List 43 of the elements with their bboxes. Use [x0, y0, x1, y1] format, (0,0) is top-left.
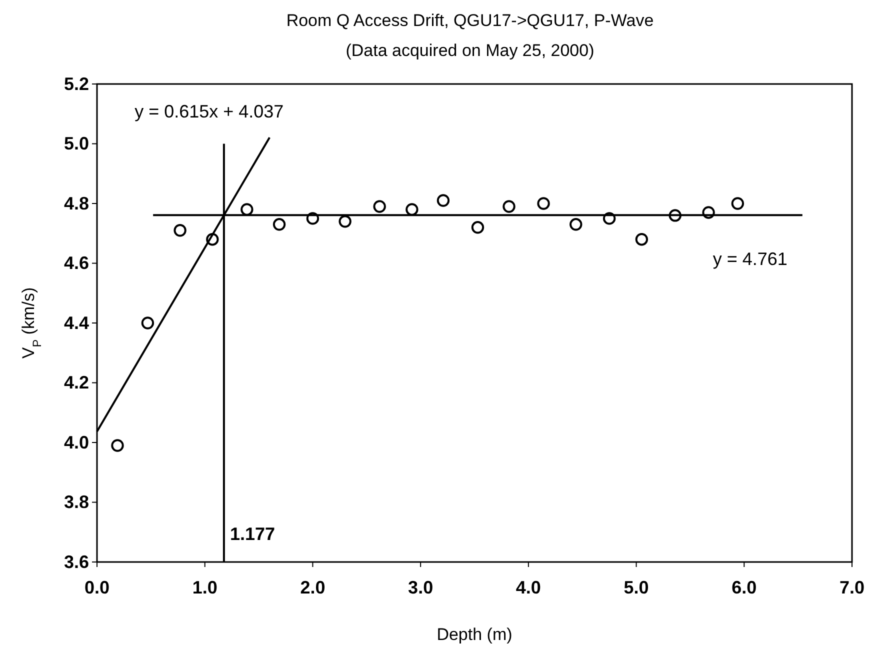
annotation: y = 4.761 — [712, 249, 788, 270]
x-tick-label: 4.0 — [516, 577, 541, 598]
point — [502, 200, 516, 213]
x-tick-label: 1.0 — [192, 577, 218, 598]
point — [174, 224, 186, 237]
point — [471, 221, 484, 234]
chart-subtitle: (Data acquired on May 25, 2000) — [346, 41, 594, 60]
x-tick-label: 0.0 — [84, 577, 110, 598]
x-tick-label: 6.0 — [732, 577, 757, 598]
chart-title: Room Q Access Drift, QGU17->QGU17, P-Wave — [286, 11, 654, 30]
y-tick-label: 5.2 — [64, 74, 89, 94]
y-tick-label: 4.4 — [64, 312, 89, 333]
point — [602, 212, 616, 225]
x-axis-title: Depth (m) — [436, 625, 512, 644]
y-tick-label: 4.2 — [64, 372, 89, 393]
y-tick-label: 5.0 — [64, 134, 89, 154]
point — [406, 203, 418, 216]
point — [537, 197, 550, 210]
y-tick-label: 4.0 — [64, 432, 89, 452]
point — [570, 218, 582, 231]
point — [206, 233, 219, 246]
point — [668, 209, 682, 222]
x-tick-label: 2.0 — [300, 577, 326, 598]
point — [111, 439, 124, 452]
x-tick-label: 3.0 — [408, 577, 434, 598]
y-tick-label: 4.6 — [64, 253, 89, 274]
x-tick-label: 7.0 — [839, 577, 865, 598]
point — [141, 316, 154, 330]
point — [373, 200, 386, 213]
point — [731, 197, 744, 210]
point — [240, 203, 254, 216]
point — [338, 215, 352, 228]
y-tick-label: 3.6 — [64, 552, 89, 572]
y-tick-label: 3.8 — [64, 492, 89, 512]
point — [436, 194, 450, 207]
x-tick-label: 5.0 — [624, 577, 649, 598]
annotation: y = 0.615x + 4.037 — [134, 101, 284, 122]
point — [306, 212, 320, 225]
y-tick-label: 4.8 — [64, 193, 89, 214]
annotation: 1.177 — [230, 524, 275, 544]
point — [635, 233, 648, 246]
point — [702, 206, 715, 219]
point — [272, 218, 286, 231]
